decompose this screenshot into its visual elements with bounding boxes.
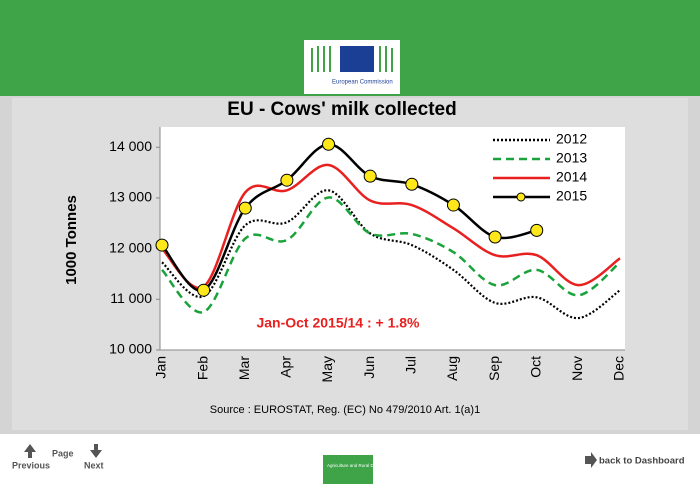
y-tick-label: 12 000 (109, 239, 152, 255)
next-arrow[interactable] (90, 444, 102, 458)
point-marker (197, 283, 211, 297)
y-tick-label: 14 000 (109, 138, 152, 154)
next-link[interactable]: Next (84, 460, 104, 470)
annotation: Jan-Oct 2015/14 : + 1.8% (256, 315, 420, 331)
footer-logo-text: Agriculture and Rural Development (327, 463, 398, 468)
point-marker (238, 201, 252, 215)
series-line (161, 142, 537, 292)
x-tick-label: Apr (278, 356, 294, 378)
point-marker (155, 238, 169, 252)
source: Source : EUROSTAT, Reg. (EC) No 479/2010… (210, 404, 480, 416)
legend-label: 2014 (556, 169, 587, 185)
y-tick-label: 11 000 (110, 290, 152, 306)
logo-lines (311, 46, 393, 72)
x-tick-label: Sep (486, 356, 502, 381)
point-marker (488, 230, 502, 244)
series-line (161, 163, 621, 290)
x-tick-label: Jun (361, 356, 377, 379)
chart-title: EU - Cows' milk collected (227, 99, 456, 120)
back-link[interactable]: back to Dashboard (599, 456, 685, 467)
y-tick-label: 13 000 (109, 189, 152, 205)
point-marker (446, 198, 460, 212)
footer-logo (323, 455, 373, 484)
x-tick-label: Aug (444, 356, 460, 381)
chart: 10 000 11 000 12 000 13 000 14 000 Jan Feb Mar A… (109, 127, 627, 382)
x-tick-label: Nov (569, 356, 585, 381)
x-tick-label: Dec (611, 356, 627, 381)
point-marker (405, 177, 419, 191)
back-arrow[interactable] (585, 452, 597, 468)
legend-label: 2013 (556, 150, 587, 166)
y-axis-label: 1000 Tonnes (63, 195, 80, 285)
point-marker (322, 137, 336, 151)
x-tick-label: May (319, 356, 335, 382)
x-tick-label: Jan (153, 356, 169, 379)
logo-text: European Commission (332, 80, 393, 86)
point-marker (530, 223, 544, 237)
legend-marker (516, 192, 526, 202)
previous-link[interactable]: Previous (12, 460, 50, 470)
x-tick-label: Oct (527, 356, 543, 378)
legend-label: 2012 (556, 131, 587, 147)
eu-flag (340, 46, 374, 72)
legend-label: 2015 (556, 188, 587, 204)
x-tick-label: Feb (194, 356, 210, 380)
point-marker (363, 169, 377, 183)
x-tick-label: Mar (236, 356, 252, 380)
previous-arrow[interactable] (24, 444, 36, 458)
y-tick-label: 10 000 (109, 341, 152, 357)
point-marker (280, 173, 294, 187)
x-tick-label: Jul (403, 356, 419, 374)
plot-area (160, 127, 625, 350)
series-line (161, 189, 621, 320)
page-label: Page (52, 448, 74, 458)
series-line (161, 196, 621, 314)
